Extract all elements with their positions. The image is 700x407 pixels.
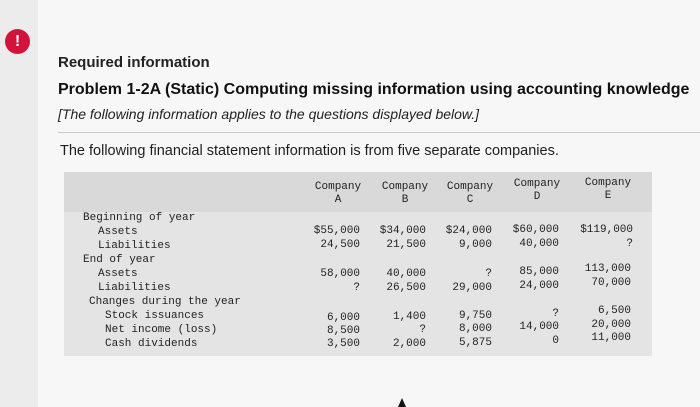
column-header-line1: Company — [584, 177, 632, 189]
table-cell: 6,000 — [326, 312, 360, 324]
table-cell: 85,000 — [519, 266, 559, 278]
row-label: Assets — [98, 268, 138, 280]
section-label-beginning: Beginning of year — [83, 212, 196, 224]
section-label-changes: Changes during the year — [89, 296, 241, 308]
table-cell: 113,000 — [584, 263, 631, 275]
table-cell: 58,000 — [320, 268, 360, 280]
problem-title: Problem 1-2A (Static) Computing missing … — [58, 81, 690, 98]
column-header-line2: D — [533, 191, 541, 203]
table-cell: ? — [626, 238, 633, 250]
column-header-line1: Company — [381, 181, 429, 193]
table-cell: 8,500 — [326, 325, 360, 337]
intro-text: The following financial statement inform… — [60, 143, 559, 159]
column-header-company-b: Company B — [373, 181, 437, 207]
table-cell: 6,500 — [597, 305, 631, 317]
table-cell: 21,500 — [386, 239, 426, 251]
table-cell: 29,000 — [452, 282, 492, 294]
alert-icon: ! — [5, 29, 30, 54]
column-header-line2: E — [604, 190, 612, 202]
table-header-band — [64, 172, 652, 212]
table-cell: 20,000 — [591, 319, 631, 331]
row-label: Liabilities — [98, 240, 171, 252]
table-cell: 40,000 — [519, 238, 559, 250]
table-cell: ? — [552, 308, 559, 320]
column-header-line1: Company — [513, 178, 561, 190]
table-cell: 70,000 — [591, 277, 631, 289]
column-header-line1: Company — [314, 181, 362, 193]
table-cell: 2,000 — [392, 338, 426, 350]
table-cell: 8,000 — [458, 323, 492, 335]
table-cell: ? — [419, 324, 426, 336]
financial-data-table: Company A Company B Company C Company D … — [64, 172, 652, 356]
table-cell: $119,000 — [580, 224, 633, 236]
column-header-company-d: Company D — [505, 178, 569, 204]
cursor-pointer-icon — [398, 398, 406, 407]
table-cell: 24,000 — [519, 280, 559, 292]
column-header-line2: B — [401, 194, 409, 206]
row-label: Stock issuances — [105, 310, 205, 322]
table-cell: 26,500 — [386, 282, 426, 294]
table-cell: $60,000 — [512, 224, 559, 236]
table-cell: $55,000 — [313, 225, 360, 237]
info-note: [The following information applies to th… — [58, 106, 480, 122]
table-cell: 11,000 — [591, 332, 631, 344]
column-header-line2: A — [334, 194, 342, 206]
table-cell: $24,000 — [445, 225, 492, 237]
row-label: Assets — [98, 226, 138, 238]
column-header-line1: Company — [446, 181, 494, 193]
row-label: Cash dividends — [105, 338, 198, 350]
table-cell: 24,500 — [320, 239, 360, 251]
column-header-company-c: Company C — [438, 181, 502, 207]
table-cell: 0 — [552, 335, 559, 347]
column-header-company-e: Company E — [576, 177, 640, 203]
table-cell: 9,750 — [458, 310, 492, 322]
column-header-line2: C — [466, 194, 474, 206]
required-information-heading: Required information — [58, 54, 210, 71]
column-header-company-a: Company A — [306, 181, 370, 207]
table-cell: 40,000 — [386, 268, 426, 280]
section-label-end: End of year — [83, 254, 156, 266]
table-cell: ? — [353, 282, 360, 294]
table-cell: 5,875 — [458, 337, 492, 349]
row-label: Net income (loss) — [105, 324, 218, 336]
table-cell: $34,000 — [379, 225, 426, 237]
table-cell: 9,000 — [458, 239, 492, 251]
divider — [58, 132, 700, 133]
table-cell: 14,000 — [519, 321, 559, 333]
table-cell: 1,400 — [392, 311, 426, 323]
table-cell: ? — [485, 268, 492, 280]
table-cell: 3,500 — [326, 338, 360, 350]
row-label: Liabilities — [98, 282, 171, 294]
